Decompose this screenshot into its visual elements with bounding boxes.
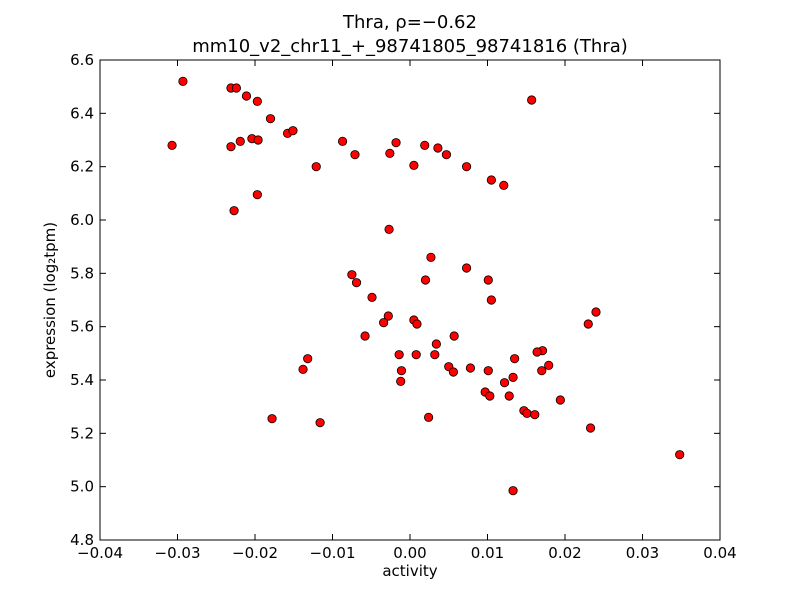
data-point [448,367,458,377]
data-point [253,135,263,145]
data-point [384,224,394,234]
data-point [508,486,518,496]
data-point [426,252,436,262]
data-point [252,96,262,106]
data-point [383,311,393,321]
data-point [508,372,518,382]
data-point [288,126,298,136]
data-point [583,319,593,329]
data-point [499,378,510,388]
x-tick-label: 0.04 [703,544,736,562]
axis-ticks: −0.04 −0.03 −0.02 −0.01 0.00 0.01 0.02 0.03 0.04… [70,51,737,562]
x-tick-label: 0.02 [548,544,581,562]
data-point [431,339,441,349]
data-point [411,350,421,360]
data-points [167,76,685,496]
data-point [537,366,547,376]
y-tick-label: 6.6 [70,51,94,69]
data-point [504,391,514,401]
y-tick-label: 5.2 [70,424,94,442]
x-tick-label: −0.02 [232,544,278,562]
data-point [527,95,537,105]
data-point [265,114,276,124]
data-point [544,360,554,370]
chart-title-line1: Thra, ρ=−0.62 [342,12,477,33]
data-point [379,318,389,328]
data-point [298,364,308,374]
data-point [675,450,685,460]
data-point [396,366,407,376]
data-point [167,140,177,150]
y-tick-label: 6.4 [70,104,94,122]
data-point [350,150,360,160]
data-point [591,307,601,317]
data-point [441,150,452,160]
data-point [430,350,440,360]
data-point [178,76,188,86]
x-tick-label: −0.04 [77,544,123,562]
data-point [303,354,313,364]
data-point [337,136,348,146]
data-point [241,91,252,101]
data-point [311,162,321,172]
data-point [315,418,325,428]
y-tick-label: 6.2 [70,158,94,176]
data-point [226,142,236,152]
y-tick-label: 4.8 [70,531,94,549]
x-tick-label: −0.03 [155,544,201,562]
data-point [555,395,565,405]
data-point [461,162,472,172]
data-point [510,354,520,364]
x-axis-label: activity [382,562,437,580]
data-point [267,414,277,424]
plot-area-frame [99,59,721,541]
data-point [235,136,245,146]
y-axis-label: expression (log₂tpm) [41,222,59,378]
data-point [465,363,476,373]
data-point [423,412,434,422]
x-tick-label: 0.01 [471,544,504,562]
data-point [229,206,239,216]
x-tick-label: 0.00 [393,544,426,562]
data-point [347,270,357,280]
data-point [483,275,493,285]
data-point [486,175,496,185]
data-point [252,190,262,200]
data-point [360,331,370,341]
data-point [420,275,431,285]
data-point [585,423,596,433]
data-point [231,83,241,93]
data-point [530,410,540,420]
x-tick-label: 0.03 [626,544,659,562]
x-tick-label: −0.01 [310,544,356,562]
data-point [351,278,362,288]
data-point [485,391,495,401]
data-point [391,138,401,148]
y-tick-label: 6.0 [70,211,94,229]
y-tick-label: 5.6 [70,318,94,336]
chart-title-line2: mm10_v2_chr11_+_98741805_98741816 (Thra) [192,36,628,57]
data-point [396,376,406,386]
data-point [420,140,430,150]
data-point [394,350,404,360]
data-point [433,143,443,153]
data-point [385,148,395,158]
data-point [532,347,542,357]
data-point [409,160,419,170]
data-point [486,295,496,305]
data-point [461,263,472,273]
y-tick-label: 5.4 [70,371,94,389]
data-point [522,408,532,418]
data-point [449,331,459,341]
y-tick-label: 5.8 [70,264,94,282]
data-point [412,319,422,329]
data-point [499,180,509,190]
y-tick-label: 5.0 [70,478,94,496]
data-point [367,292,377,302]
data-point [483,366,493,376]
